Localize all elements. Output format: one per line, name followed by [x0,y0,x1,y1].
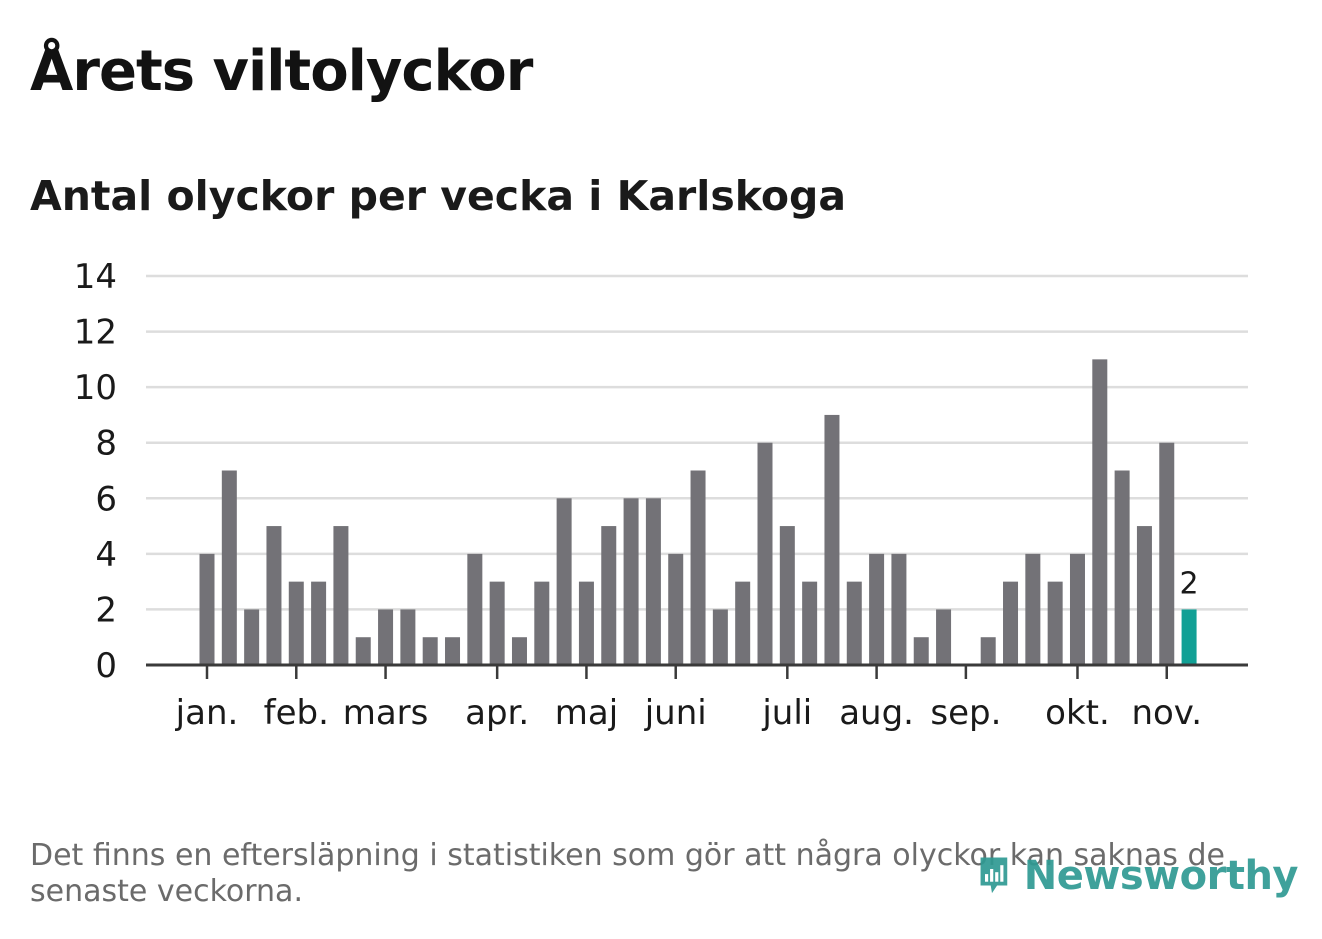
x-tick-label: feb. [264,693,329,733]
bar [355,637,371,665]
bar [1114,470,1130,665]
x-axis [146,663,1248,679]
bar [913,637,929,665]
y-tick-label: 12 [74,313,117,353]
y-tick-label: 8 [95,424,117,464]
footnote: Det finns en eftersläpning i statistiken… [30,838,1225,909]
bar [846,581,862,665]
x-tick-label: maj [555,693,618,733]
x-tick-label: okt. [1045,693,1110,733]
data-labels: 2 [1180,566,1199,601]
bar [1069,553,1085,665]
y-tick-label: 14 [74,257,117,297]
chart-subtitle: Antal olyckor per vecka i Karlskoga [30,172,847,220]
bar [623,498,639,665]
y-tick-label: 4 [95,535,117,575]
y-tick-label: 10 [74,368,117,408]
bar [936,609,952,665]
x-tick-label: jan. [175,693,239,733]
bar [601,526,617,665]
bar [690,470,706,665]
y-axis-tick-labels: 0 2 4 6 8 10 12 14 [74,257,117,686]
bar [489,581,505,665]
bar [1092,359,1108,665]
bar [779,526,795,665]
bar [578,581,594,665]
bar [1003,581,1019,665]
newsworthy-chart-bubble-icon [980,857,1008,894]
x-axis-tick-labels: jan. feb. mars apr. maj juni juli aug. sep. okt. n… [175,693,1202,733]
bar [511,637,527,665]
bar [534,581,550,665]
bar [266,526,282,665]
bar [645,498,661,665]
x-tick-label: sep. [930,693,1001,733]
bar [1159,442,1175,665]
bar [556,498,572,665]
bar [311,581,327,665]
y-tick-label: 2 [95,590,117,630]
bar [244,609,260,665]
bar [891,553,907,665]
logo-text: Newsworthy [1023,853,1299,899]
bar [802,581,818,665]
y-tick-label: 0 [95,646,117,686]
bar [288,581,304,665]
bar [467,553,483,665]
bar [378,609,394,665]
bar [400,609,416,665]
bar [869,553,885,665]
bar [1025,553,1041,665]
x-tick-label: aug. [839,693,914,733]
bar [199,553,215,665]
chart-title: Årets viltolyckor [30,39,533,104]
bar [221,470,237,665]
bar [445,637,461,665]
x-tick-label: juli [761,693,812,733]
x-tick-label: nov. [1131,693,1202,733]
x-tick-label: mars [343,693,429,733]
bar [333,526,349,665]
bar [712,609,728,665]
bar [980,637,996,665]
bar [824,414,840,665]
y-tick-label: 6 [95,479,117,519]
x-tick-label: apr. [465,693,529,733]
bar [735,581,751,665]
bar [757,442,773,665]
bars [199,359,1197,665]
newsworthy-logo: Newsworthy [978,836,1299,916]
bar [1047,581,1063,665]
bar-highlight [1181,609,1197,665]
bar-chart: 0 2 4 6 8 10 12 14 jan. feb. mars apr. maj juni juli a… [74,257,1248,733]
data-label: 2 [1180,566,1199,601]
bar [668,553,684,665]
bar [422,637,438,665]
x-tick-label: juni [644,693,707,733]
bar [1136,526,1152,665]
